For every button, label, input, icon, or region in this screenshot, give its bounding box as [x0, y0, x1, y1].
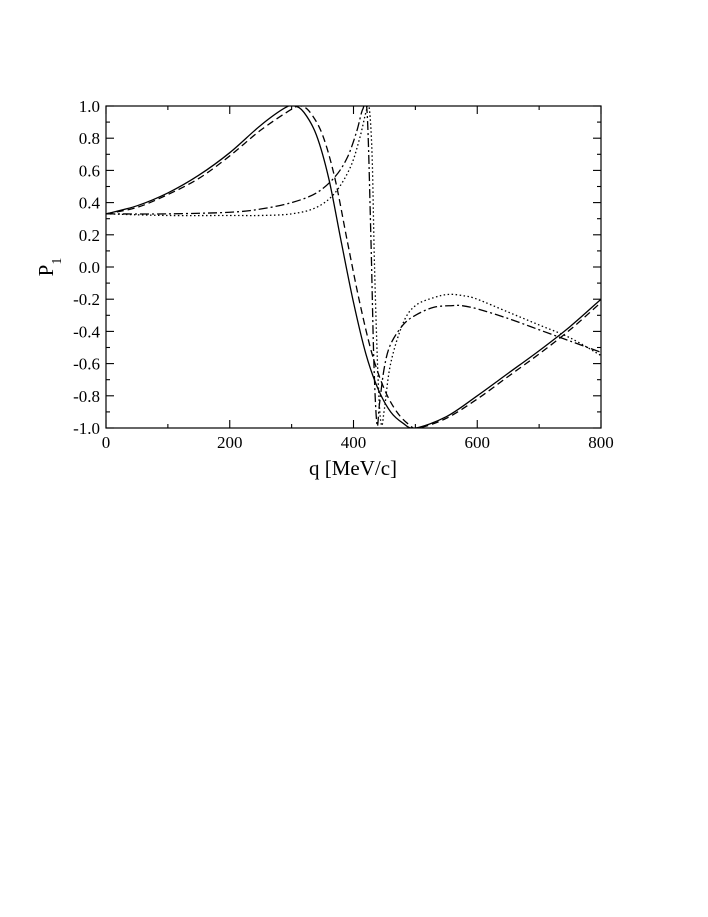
- series-line-dashed: [106, 106, 601, 428]
- y-tick-label: -0.4: [73, 322, 100, 341]
- x-tick-label: 200: [217, 433, 243, 452]
- y-axis-label-subscript: 1: [50, 258, 65, 265]
- series-line-dotted: [106, 106, 601, 427]
- axis-ticks: [105, 105, 602, 429]
- series-line-solid: [106, 106, 601, 428]
- x-axis-label: q [MeV/c]: [309, 456, 397, 480]
- y-tick-label: 0.8: [79, 129, 100, 148]
- x-tick-label: 600: [465, 433, 491, 452]
- y-tick-label: -0.2: [73, 290, 100, 309]
- series-group: [106, 106, 601, 428]
- y-tick-label: 0.6: [79, 161, 100, 180]
- x-tick-label: 800: [588, 433, 614, 452]
- y-tick-label: -0.6: [73, 355, 100, 374]
- series-line-dash-dot: [106, 106, 601, 427]
- y-tick-label: 0.0: [79, 258, 100, 277]
- y-axis-label-main: P: [34, 265, 58, 277]
- x-tick-label: 0: [102, 433, 111, 452]
- tick-labels: 0 200 400 600 800 1.0 0.8 0.6 0.4 0.2 0.0 -0.2 -0.4 -…: [73, 97, 614, 452]
- y-tick-label: 0.2: [79, 226, 100, 245]
- y-tick-label: 0.4: [79, 194, 101, 213]
- y-tick-label: -1.0: [73, 419, 100, 438]
- y-tick-label: 1.0: [79, 97, 100, 116]
- x-tick-label: 400: [341, 433, 367, 452]
- plot-frame: [105, 105, 602, 429]
- y-axis-label: P1: [34, 258, 65, 277]
- y-tick-label: -0.8: [73, 387, 100, 406]
